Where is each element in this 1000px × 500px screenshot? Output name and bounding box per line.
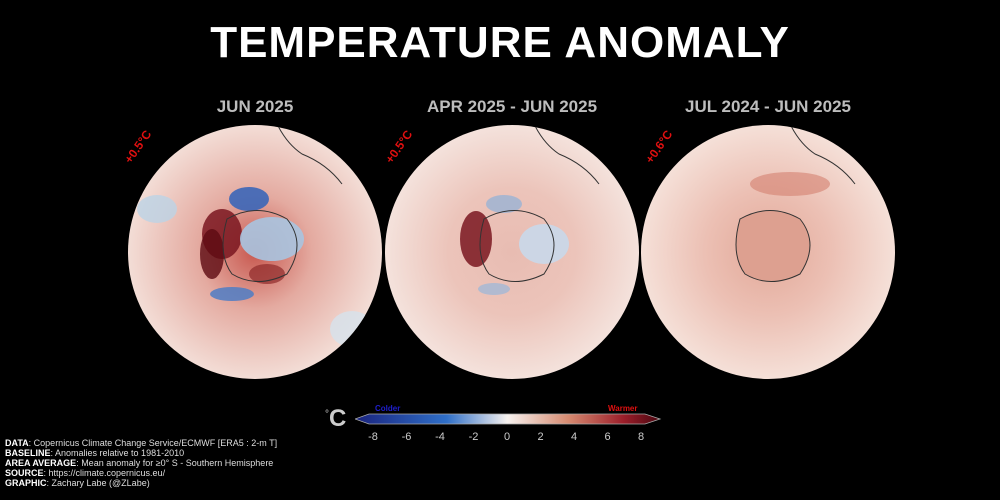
colorbar-tick-label: -8 bbox=[368, 431, 378, 443]
colorbar: Colder Warmer -8 -6 -4 -2 0 2 4 6 8 bbox=[355, 405, 662, 443]
panel-title-jul2024-jun2025: JUL 2024 - JUN 2025 bbox=[684, 97, 851, 116]
colorbar-tick-label: -2 bbox=[469, 431, 479, 443]
panel-title-apr-jun-2025: APR 2025 - JUN 2025 bbox=[426, 97, 598, 116]
credit-source: SOURCE: https://climate.copernicus.eu/ bbox=[5, 468, 166, 478]
colorbar-tick-label: 0 bbox=[504, 431, 510, 443]
colder-label: Colder bbox=[375, 405, 400, 413]
credit-area-average: AREA AVERAGE: Mean anomaly for ≥0° S - S… bbox=[5, 458, 274, 468]
colorbar-tick-label: -6 bbox=[402, 431, 412, 443]
panel-title-jun-2025: JUN 2025 bbox=[216, 97, 294, 116]
credit-data: DATA: Copernicus Climate Change Service/… bbox=[5, 438, 278, 448]
colorbar-gradient bbox=[355, 413, 662, 425]
colorbar-tick-label: 8 bbox=[638, 431, 644, 443]
colorbar-tick-label: 2 bbox=[537, 431, 543, 443]
globe-map-apr-jun-2025 bbox=[385, 125, 639, 379]
credits-block: DATA: Copernicus Climate Change Service/… bbox=[5, 438, 277, 488]
warmer-label: Warmer bbox=[608, 405, 638, 413]
page-title: TEMPERATURE ANOMALY bbox=[210, 18, 790, 67]
celsius-symbol: C bbox=[329, 405, 347, 432]
globe-map-jul2024-jun2025 bbox=[641, 125, 895, 379]
colorbar-tick-label: -4 bbox=[435, 431, 445, 443]
credit-graphic: GRAPHIC: Zachary Labe (@ZLabe) bbox=[5, 478, 150, 488]
colorbar-tick-label: 6 bbox=[604, 431, 610, 443]
credit-baseline: BASELINE: Anomalies relative to 1981-201… bbox=[5, 448, 185, 458]
degree-symbol: ° bbox=[325, 409, 329, 420]
globe-map-jun-2025 bbox=[128, 125, 382, 379]
colorbar-unit-label: °C bbox=[325, 405, 346, 433]
colorbar-tick-label: 4 bbox=[571, 431, 577, 443]
